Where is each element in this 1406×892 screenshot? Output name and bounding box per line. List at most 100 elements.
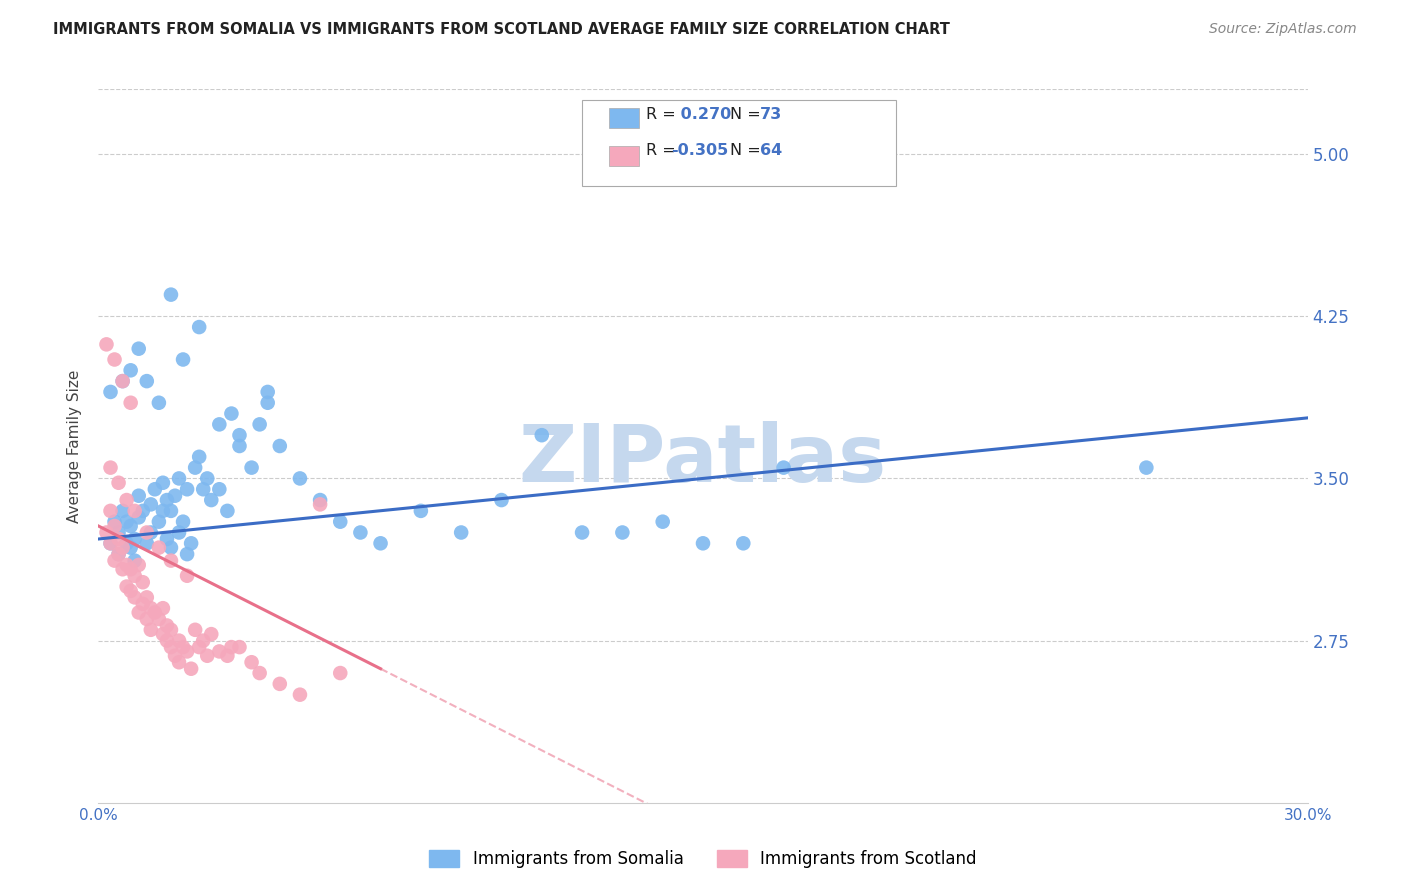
Point: [167, 633, 190, 648]
Point: [167, 655, 190, 669]
Point: [200, 627, 222, 641]
Point: [100, 536, 122, 550]
Point: [132, 575, 155, 590]
Point: [160, 623, 183, 637]
Point: [96, 525, 118, 540]
Point: [152, 627, 174, 641]
Point: [115, 493, 138, 508]
Point: [132, 504, 155, 518]
Point: [148, 612, 170, 626]
Point: [160, 287, 183, 301]
Point: [772, 460, 794, 475]
Point: [491, 493, 513, 508]
Point: [269, 439, 291, 453]
Text: N =: N =: [730, 143, 761, 158]
Point: [329, 515, 352, 529]
Point: [115, 515, 138, 529]
Point: [128, 489, 150, 503]
Point: [184, 460, 207, 475]
Point: [195, 648, 218, 663]
FancyBboxPatch shape: [609, 109, 638, 128]
Point: [128, 510, 150, 524]
Text: IMMIGRANTS FROM SOMALIA VS IMMIGRANTS FROM SCOTLAND AVERAGE FAMILY SIZE CORRELAT: IMMIGRANTS FROM SOMALIA VS IMMIGRANTS FR…: [53, 22, 950, 37]
Point: [450, 525, 472, 540]
Point: [228, 640, 250, 654]
Point: [733, 536, 755, 550]
Point: [120, 396, 142, 410]
Point: [221, 640, 243, 654]
Point: [349, 525, 371, 540]
Point: [217, 648, 239, 663]
Point: [217, 504, 239, 518]
Point: [124, 553, 146, 567]
Point: [195, 471, 218, 485]
Point: [103, 515, 125, 529]
Point: [124, 532, 146, 546]
Point: [160, 640, 183, 654]
Point: [188, 640, 211, 654]
Point: [107, 547, 129, 561]
Point: [571, 525, 593, 540]
Point: [103, 352, 125, 367]
Point: [221, 407, 243, 421]
Point: [172, 515, 194, 529]
Point: [1135, 460, 1157, 475]
Point: [249, 417, 271, 432]
Point: [156, 618, 179, 632]
Point: [167, 525, 190, 540]
Point: [143, 482, 166, 496]
Point: [160, 553, 183, 567]
Point: [139, 623, 162, 637]
Point: [160, 504, 183, 518]
Point: [208, 417, 231, 432]
Point: [120, 363, 142, 377]
Point: [111, 562, 134, 576]
Point: [115, 580, 138, 594]
Point: [180, 536, 202, 550]
Point: [176, 644, 198, 658]
Point: [163, 648, 186, 663]
Text: R =: R =: [647, 143, 676, 158]
Point: [135, 374, 157, 388]
Text: ZIPatlas: ZIPatlas: [519, 421, 887, 500]
Point: [111, 374, 134, 388]
Point: [370, 536, 392, 550]
Point: [692, 536, 714, 550]
Text: N =: N =: [730, 107, 761, 122]
Point: [651, 515, 673, 529]
Point: [100, 384, 122, 399]
Point: [139, 601, 162, 615]
Point: [100, 504, 122, 518]
Point: [128, 342, 150, 356]
Text: 73: 73: [759, 107, 782, 122]
Point: [309, 497, 332, 511]
Point: [167, 471, 190, 485]
Point: [163, 489, 186, 503]
Point: [188, 320, 211, 334]
Point: [269, 677, 291, 691]
Point: [107, 475, 129, 490]
FancyBboxPatch shape: [609, 146, 638, 166]
Point: [128, 606, 150, 620]
Text: Source: ZipAtlas.com: Source: ZipAtlas.com: [1209, 22, 1357, 37]
Point: [107, 532, 129, 546]
Point: [120, 519, 142, 533]
Point: [288, 688, 311, 702]
Point: [111, 374, 134, 388]
Point: [111, 504, 134, 518]
Point: [240, 460, 263, 475]
Point: [120, 541, 142, 555]
Point: [193, 482, 215, 496]
Point: [124, 591, 146, 605]
Point: [156, 633, 179, 648]
Point: [156, 493, 179, 508]
Point: [107, 547, 129, 561]
Point: [329, 666, 352, 681]
Point: [120, 583, 142, 598]
Point: [176, 482, 198, 496]
Point: [139, 525, 162, 540]
Point: [139, 497, 162, 511]
Point: [256, 396, 278, 410]
Point: [124, 568, 146, 582]
Point: [107, 525, 129, 540]
